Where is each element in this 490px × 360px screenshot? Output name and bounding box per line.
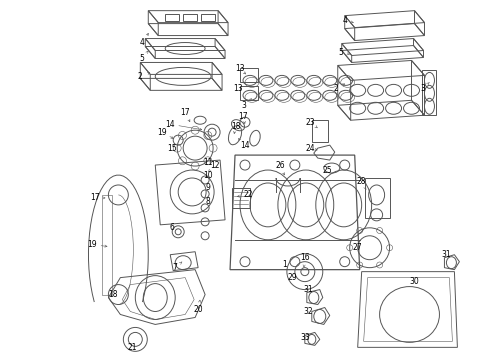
Text: 4: 4: [140, 38, 145, 47]
Text: 16: 16: [300, 253, 310, 262]
Text: 4: 4: [343, 16, 347, 25]
Text: 14: 14: [166, 120, 175, 129]
Text: 3: 3: [420, 84, 425, 93]
Text: 14: 14: [240, 141, 250, 150]
Text: 2: 2: [333, 84, 338, 93]
Text: 24: 24: [305, 144, 315, 153]
Bar: [422, 71, 437, 115]
Text: 6: 6: [170, 223, 174, 232]
Bar: [232, 188, 250, 208]
Text: 7: 7: [173, 263, 178, 272]
Text: 5: 5: [338, 48, 343, 57]
Text: 25: 25: [323, 166, 333, 175]
Bar: [312, 120, 328, 142]
Text: 10: 10: [203, 171, 213, 180]
Bar: [240, 68, 258, 82]
Text: 15: 15: [168, 144, 177, 153]
Text: 18: 18: [231, 122, 241, 131]
Text: 2: 2: [138, 72, 143, 81]
Text: 19: 19: [157, 128, 167, 137]
Text: 17: 17: [180, 108, 190, 117]
Text: 29: 29: [287, 273, 296, 282]
Text: 33: 33: [300, 333, 310, 342]
Text: 5: 5: [140, 54, 145, 63]
Text: 8: 8: [206, 197, 211, 206]
Text: 17: 17: [91, 193, 100, 202]
Bar: [240, 86, 258, 100]
Text: 18: 18: [109, 290, 118, 299]
Text: 20: 20: [194, 305, 203, 314]
Text: 31: 31: [441, 250, 451, 259]
Text: 31: 31: [303, 285, 313, 294]
Text: 12: 12: [210, 161, 220, 170]
Bar: [365, 178, 390, 218]
Text: 21: 21: [127, 343, 137, 352]
Text: 9: 9: [206, 184, 211, 193]
Text: 26: 26: [275, 161, 285, 170]
Text: 1: 1: [283, 260, 287, 269]
Text: 23: 23: [305, 118, 315, 127]
Text: 27: 27: [353, 243, 363, 252]
Text: 17: 17: [238, 112, 248, 121]
Text: 11: 11: [203, 158, 213, 167]
Text: 30: 30: [410, 277, 419, 286]
Text: 28: 28: [357, 177, 367, 186]
Text: 3: 3: [242, 101, 246, 110]
Text: 13: 13: [233, 84, 243, 93]
Text: 19: 19: [88, 240, 97, 249]
Text: 13: 13: [235, 64, 245, 73]
Text: 32: 32: [303, 307, 313, 316]
Text: 22: 22: [243, 190, 253, 199]
